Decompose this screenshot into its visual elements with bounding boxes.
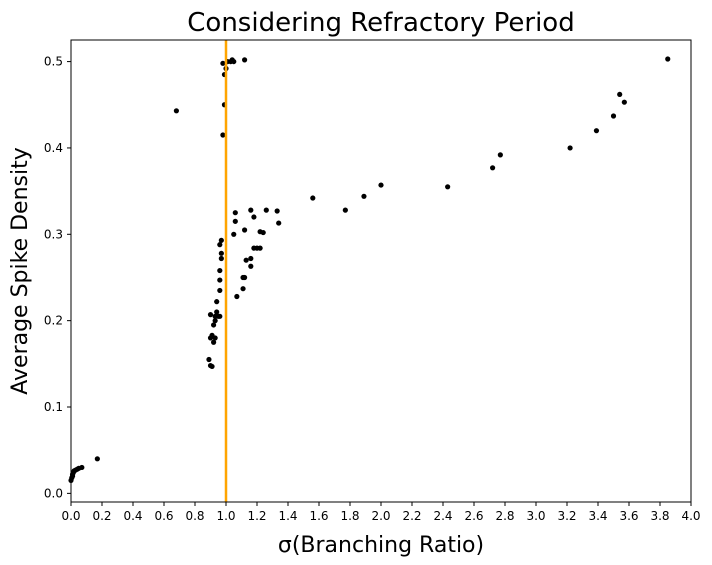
data-point (217, 313, 223, 319)
data-point (220, 60, 226, 66)
data-points (68, 56, 671, 484)
data-point (173, 108, 179, 114)
data-point (212, 335, 218, 341)
x-axis: 0.0 0.2 0.4 0.6 0.8 1.0 1.2 1.4 1.6 1.8 2.0 2.2 2.4 2… (61, 502, 701, 523)
x-tick-label: 0.6 (154, 509, 173, 523)
x-tick-label: 2.4 (433, 509, 452, 523)
data-point (231, 231, 237, 237)
data-point (79, 464, 85, 471)
data-point (232, 210, 238, 216)
data-point (217, 242, 223, 248)
y-tick-label: 0.5 (44, 55, 63, 69)
data-point (593, 128, 600, 134)
data-point (217, 287, 223, 294)
data-point (490, 165, 496, 171)
data-point (274, 208, 280, 214)
x-tick-label: 2.8 (495, 509, 514, 523)
y-axis-label: Average Spike Density (8, 147, 33, 395)
y-tick-label: 0.0 (44, 486, 63, 500)
x-tick-label: 1.6 (309, 509, 328, 523)
data-point (276, 220, 282, 226)
data-point (248, 255, 254, 262)
data-point (567, 145, 573, 151)
x-axis-label: σ(Branching Ratio) (278, 533, 484, 558)
data-point (242, 57, 248, 63)
x-tick-label: 2.0 (371, 509, 390, 523)
data-point (234, 293, 240, 300)
data-point (617, 91, 623, 98)
data-point (232, 218, 238, 224)
data-point (231, 58, 237, 65)
data-point (214, 309, 220, 315)
x-tick-label: 1.4 (278, 509, 297, 523)
data-point (214, 299, 220, 305)
x-tick-label: 0.0 (61, 509, 80, 523)
y-tick-label: 0.4 (44, 141, 63, 155)
data-point (218, 255, 224, 262)
data-point (211, 322, 217, 328)
x-tick-label: 3.4 (588, 509, 607, 523)
data-point (310, 195, 316, 201)
x-tick-label: 4.0 (681, 509, 700, 523)
data-point (212, 318, 218, 324)
data-point (248, 263, 254, 269)
x-tick-label: 2.2 (402, 509, 421, 523)
x-tick-label: 3.0 (526, 509, 545, 523)
data-point (260, 229, 266, 236)
data-point (209, 363, 215, 370)
data-point (445, 184, 451, 190)
data-point (211, 339, 217, 345)
x-tick-label: 0.4 (123, 509, 142, 523)
data-point (207, 312, 214, 318)
x-tick-label: 1.8 (340, 509, 359, 523)
plot-frame (70, 39, 692, 503)
data-point (217, 277, 223, 283)
data-point (342, 207, 348, 213)
data-point (220, 132, 226, 138)
y-tick-label: 0.2 (44, 314, 63, 328)
y-tick-label: 0.3 (44, 227, 63, 241)
x-tick-label: 2.6 (464, 509, 483, 523)
y-axis: 0.0 0.1 0.2 0.3 0.4 0.5 (44, 55, 71, 500)
data-point (665, 56, 671, 62)
data-point (248, 207, 254, 213)
data-point (497, 152, 503, 158)
data-point (94, 456, 100, 462)
x-tick-label: 3.6 (619, 509, 638, 523)
data-point (621, 99, 627, 105)
data-point (378, 182, 384, 188)
data-point (610, 113, 617, 119)
data-point (240, 286, 246, 292)
data-point (263, 207, 269, 213)
y-tick-label: 0.1 (44, 400, 63, 414)
x-tick-label: 3.8 (650, 509, 669, 523)
data-point (242, 274, 248, 281)
data-point (361, 193, 367, 199)
x-tick-label: 1.2 (247, 509, 266, 523)
data-point (242, 227, 248, 233)
x-tick-label: 0.2 (92, 509, 111, 523)
data-point (218, 237, 224, 243)
data-point (251, 214, 257, 220)
data-point (243, 257, 249, 263)
data-point (217, 267, 223, 274)
data-point (257, 245, 263, 251)
x-tick-label: 0.8 (185, 509, 204, 523)
x-tick-label: 3.2 (557, 509, 576, 523)
chart-title: Considering Refractory Period (187, 8, 574, 38)
data-point (206, 356, 212, 363)
x-tick-label: 1.0 (216, 509, 235, 523)
data-point (218, 250, 224, 256)
